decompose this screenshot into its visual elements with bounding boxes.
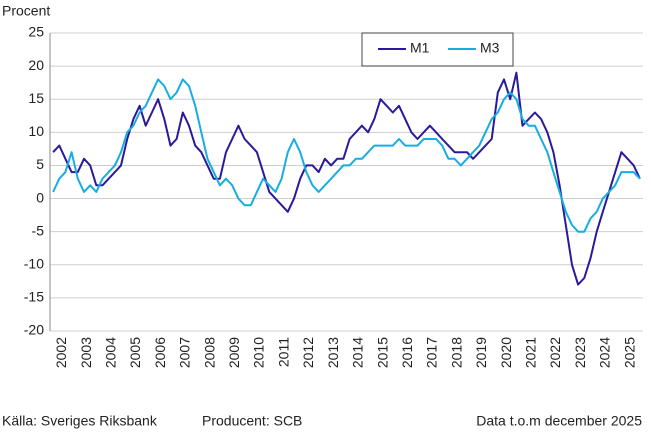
x-tick-label: 2013 — [325, 337, 341, 368]
y-tick-label: 0 — [36, 189, 44, 205]
x-tick-label: 2014 — [350, 337, 366, 368]
y-tick-label: 5 — [36, 156, 44, 172]
x-tick-label: 2008 — [201, 337, 217, 368]
legend-label: M1 — [410, 40, 430, 56]
x-tick-label: 2007 — [177, 337, 193, 368]
x-tick-label: 2019 — [473, 337, 489, 368]
x-tick-label: 2016 — [399, 337, 415, 368]
legend-label: M3 — [480, 40, 500, 56]
x-tick-label: 2006 — [152, 337, 168, 368]
x-tick-label: 2010 — [251, 337, 267, 368]
x-tick-label: 2012 — [300, 337, 316, 368]
producer: Producent: SCB — [202, 413, 302, 429]
y-tick-label: 20 — [28, 57, 44, 73]
y-tick-label: -15 — [24, 289, 44, 305]
x-tick-label: 2017 — [424, 337, 440, 368]
x-tick-label: 2020 — [498, 337, 514, 368]
line-series — [52, 71, 641, 286]
source: Källa: Sveriges Riksbank — [2, 413, 158, 429]
x-tick-label: 2004 — [102, 337, 118, 368]
x-tick-label: 2015 — [374, 337, 390, 368]
line-series — [52, 78, 641, 233]
y-tick-label: -20 — [24, 322, 44, 338]
x-tick-label: 2018 — [448, 337, 464, 368]
y-tick-label: 25 — [28, 24, 44, 40]
x-tick-label: 2009 — [226, 337, 242, 368]
x-tick-label: 2021 — [523, 337, 539, 368]
y-tick-label: -10 — [24, 255, 44, 271]
x-tick-label: 2003 — [78, 337, 94, 368]
x-tick-label: 2002 — [53, 337, 69, 368]
y-tick-label: 15 — [28, 90, 44, 106]
x-tick-label: 2022 — [547, 337, 563, 368]
x-tick-label: 2005 — [127, 337, 143, 368]
x-tick-label: 2023 — [572, 337, 588, 368]
note: Data t.o.m december 2025 — [476, 413, 642, 429]
y-tick-label: -5 — [32, 222, 45, 238]
y-axis-label: Procent — [2, 3, 50, 19]
y-tick-label: 10 — [28, 123, 44, 139]
x-tick-label: 2011 — [275, 337, 291, 367]
x-tick-label: 2024 — [597, 337, 613, 368]
x-tick-label: 2025 — [621, 337, 637, 368]
